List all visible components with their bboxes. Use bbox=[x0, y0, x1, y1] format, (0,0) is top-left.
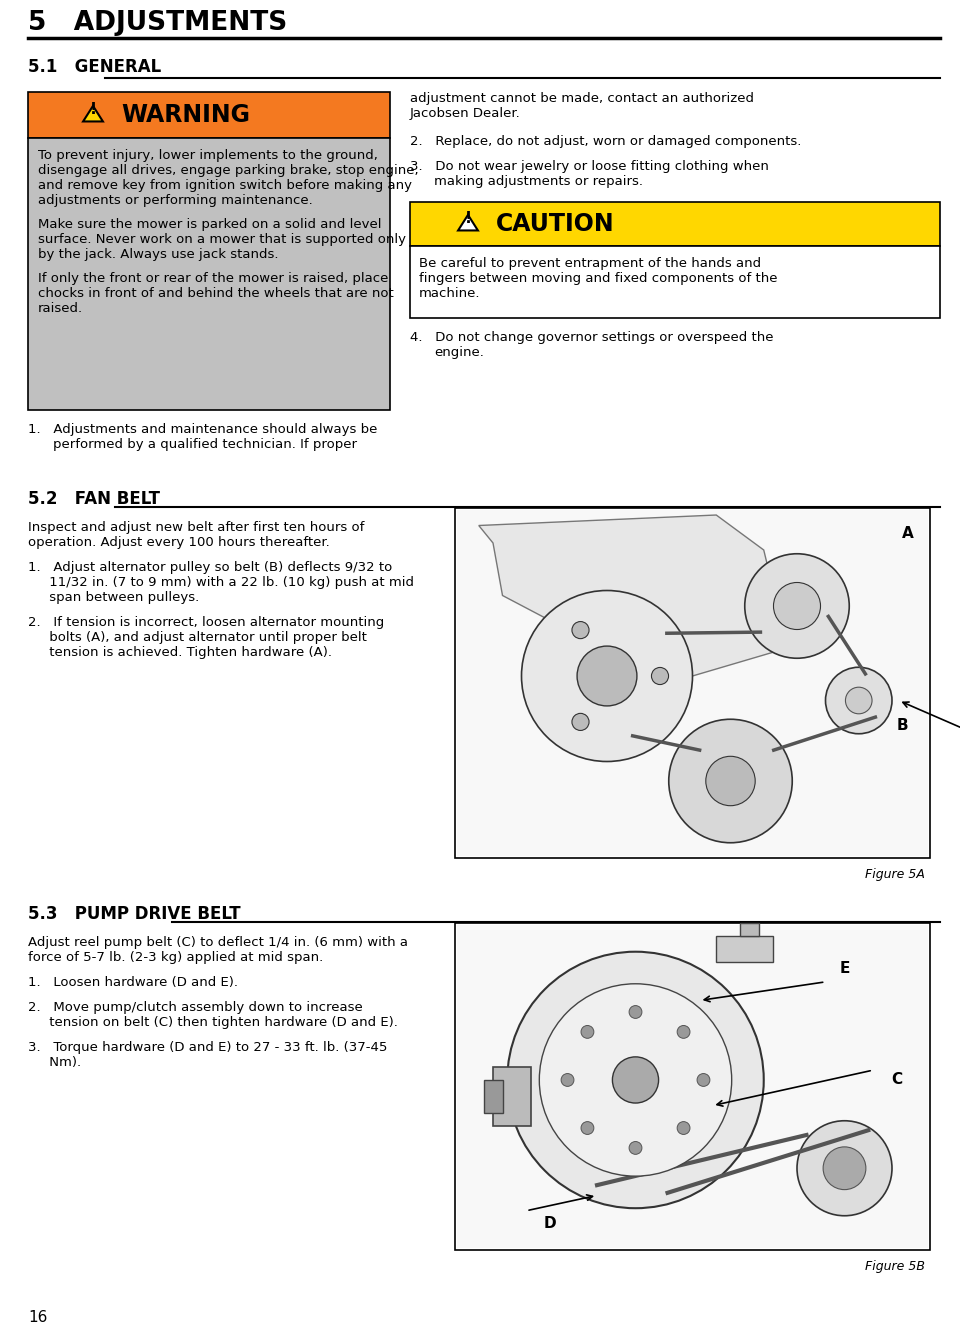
Circle shape bbox=[797, 1121, 892, 1216]
Text: engine.: engine. bbox=[434, 346, 484, 359]
Text: adjustment cannot be made, contact an authorized: adjustment cannot be made, contact an au… bbox=[410, 92, 754, 105]
Circle shape bbox=[677, 1121, 690, 1134]
Text: 1.   Adjust alternator pulley so belt (B) deflects 9/32 to: 1. Adjust alternator pulley so belt (B) … bbox=[28, 561, 393, 575]
Text: by the jack. Always use jack stands.: by the jack. Always use jack stands. bbox=[38, 247, 278, 261]
Bar bbox=[455, 923, 930, 1250]
Bar bbox=[484, 1080, 502, 1113]
Text: Adjust reel pump belt (C) to deflect 1/4 in. (6 mm) with a: Adjust reel pump belt (C) to deflect 1/4… bbox=[28, 936, 408, 950]
Bar bbox=[493, 1067, 531, 1125]
Text: and remove key from ignition switch before making any: and remove key from ignition switch befo… bbox=[38, 180, 412, 192]
Bar bbox=[28, 138, 390, 410]
Circle shape bbox=[826, 668, 892, 734]
Text: Inspect and adjust new belt after first ten hours of: Inspect and adjust new belt after first … bbox=[28, 521, 365, 535]
Text: !: ! bbox=[465, 211, 471, 226]
Text: Figure 5B: Figure 5B bbox=[865, 1260, 925, 1273]
Text: force of 5-7 lb. (2-3 kg) applied at mid span.: force of 5-7 lb. (2-3 kg) applied at mid… bbox=[28, 951, 324, 964]
Text: 3.   Do not wear jewelry or loose fitting clothing when: 3. Do not wear jewelry or loose fitting … bbox=[410, 160, 769, 173]
Text: Nm).: Nm). bbox=[28, 1056, 82, 1069]
Text: 16: 16 bbox=[28, 1310, 47, 1325]
Circle shape bbox=[561, 1073, 574, 1087]
Text: 2.   Replace, do not adjust, worn or damaged components.: 2. Replace, do not adjust, worn or damag… bbox=[410, 136, 802, 148]
Text: fingers between moving and fixed components of the: fingers between moving and fixed compone… bbox=[419, 273, 778, 285]
Polygon shape bbox=[479, 515, 787, 684]
Text: chocks in front of and behind the wheels that are not: chocks in front of and behind the wheels… bbox=[38, 287, 394, 301]
Circle shape bbox=[612, 1057, 659, 1103]
Bar bbox=[410, 202, 940, 246]
Polygon shape bbox=[458, 215, 478, 230]
Bar bbox=[457, 924, 928, 1248]
Circle shape bbox=[774, 583, 821, 629]
Text: Be careful to prevent entrapment of the hands and: Be careful to prevent entrapment of the … bbox=[419, 257, 761, 270]
Text: 5.1   GENERAL: 5.1 GENERAL bbox=[28, 59, 161, 76]
Circle shape bbox=[572, 713, 589, 730]
Bar bbox=[740, 923, 759, 936]
Text: 1.   Adjustments and maintenance should always be: 1. Adjustments and maintenance should al… bbox=[28, 423, 377, 436]
Text: B: B bbox=[897, 717, 908, 733]
Text: surface. Never work on a mower that is supported only: surface. Never work on a mower that is s… bbox=[38, 233, 406, 246]
Text: bolts (A), and adjust alternator until proper belt: bolts (A), and adjust alternator until p… bbox=[28, 630, 367, 644]
Bar bbox=[410, 246, 940, 318]
Text: span between pulleys.: span between pulleys. bbox=[28, 591, 200, 604]
Text: 3.   Torque hardware (D and E) to 27 - 33 ft. lb. (37-45: 3. Torque hardware (D and E) to 27 - 33 … bbox=[28, 1041, 388, 1053]
Circle shape bbox=[629, 1141, 642, 1154]
Text: !: ! bbox=[89, 102, 97, 117]
Circle shape bbox=[823, 1146, 866, 1189]
Text: D: D bbox=[543, 1217, 556, 1232]
Text: 5   ADJUSTMENTS: 5 ADJUSTMENTS bbox=[28, 11, 287, 36]
Text: 2.   Move pump/clutch assembly down to increase: 2. Move pump/clutch assembly down to inc… bbox=[28, 1001, 363, 1013]
Text: Make sure the mower is parked on a solid and level: Make sure the mower is parked on a solid… bbox=[38, 218, 381, 231]
Circle shape bbox=[745, 553, 850, 658]
Bar bbox=[455, 508, 930, 858]
Text: If only the front or rear of the mower is raised, place: If only the front or rear of the mower i… bbox=[38, 273, 389, 285]
Text: operation. Adjust every 100 hours thereafter.: operation. Adjust every 100 hours therea… bbox=[28, 536, 329, 549]
Text: To prevent injury, lower implements to the ground,: To prevent injury, lower implements to t… bbox=[38, 149, 378, 162]
Circle shape bbox=[507, 952, 764, 1208]
Circle shape bbox=[706, 757, 756, 806]
Circle shape bbox=[846, 688, 872, 714]
Text: making adjustments or repairs.: making adjustments or repairs. bbox=[434, 176, 643, 188]
Circle shape bbox=[652, 668, 668, 685]
Circle shape bbox=[669, 720, 792, 843]
Text: 5.2   FAN BELT: 5.2 FAN BELT bbox=[28, 489, 160, 508]
Text: A: A bbox=[902, 525, 914, 540]
Bar bbox=[716, 936, 773, 962]
Circle shape bbox=[697, 1073, 709, 1087]
Circle shape bbox=[581, 1025, 594, 1039]
Text: WARNING: WARNING bbox=[121, 102, 250, 126]
Circle shape bbox=[577, 646, 636, 706]
Circle shape bbox=[521, 591, 692, 762]
Circle shape bbox=[540, 984, 732, 1176]
Text: 5.3   PUMP DRIVE BELT: 5.3 PUMP DRIVE BELT bbox=[28, 904, 241, 923]
Text: Jacobsen Dealer.: Jacobsen Dealer. bbox=[410, 106, 520, 120]
Text: raised.: raised. bbox=[38, 302, 84, 315]
Circle shape bbox=[677, 1025, 690, 1039]
Polygon shape bbox=[84, 106, 103, 121]
Text: tension on belt (C) then tighten hardware (D and E).: tension on belt (C) then tighten hardwar… bbox=[28, 1016, 397, 1029]
Bar bbox=[457, 509, 928, 857]
Text: CAUTION: CAUTION bbox=[496, 211, 614, 235]
Text: disengage all drives, engage parking brake, stop engine,: disengage all drives, engage parking bra… bbox=[38, 164, 419, 177]
Circle shape bbox=[572, 621, 589, 638]
Bar bbox=[28, 92, 390, 138]
Circle shape bbox=[581, 1121, 594, 1134]
Text: performed by a qualified technician. If proper: performed by a qualified technician. If … bbox=[53, 438, 357, 451]
Text: adjustments or performing maintenance.: adjustments or performing maintenance. bbox=[38, 194, 313, 207]
Text: C: C bbox=[891, 1072, 902, 1088]
Text: tension is achieved. Tighten hardware (A).: tension is achieved. Tighten hardware (A… bbox=[28, 646, 332, 658]
Circle shape bbox=[629, 1005, 642, 1019]
Text: 2.   If tension is incorrect, loosen alternator mounting: 2. If tension is incorrect, loosen alter… bbox=[28, 616, 384, 629]
Text: machine.: machine. bbox=[419, 287, 481, 301]
Text: E: E bbox=[839, 962, 850, 976]
Text: 11/32 in. (7 to 9 mm) with a 22 lb. (10 kg) push at mid: 11/32 in. (7 to 9 mm) with a 22 lb. (10 … bbox=[28, 576, 414, 589]
Text: 1.   Loosen hardware (D and E).: 1. Loosen hardware (D and E). bbox=[28, 976, 238, 990]
Text: Figure 5A: Figure 5A bbox=[865, 868, 925, 880]
Text: 4.   Do not change governor settings or overspeed the: 4. Do not change governor settings or ov… bbox=[410, 331, 774, 344]
